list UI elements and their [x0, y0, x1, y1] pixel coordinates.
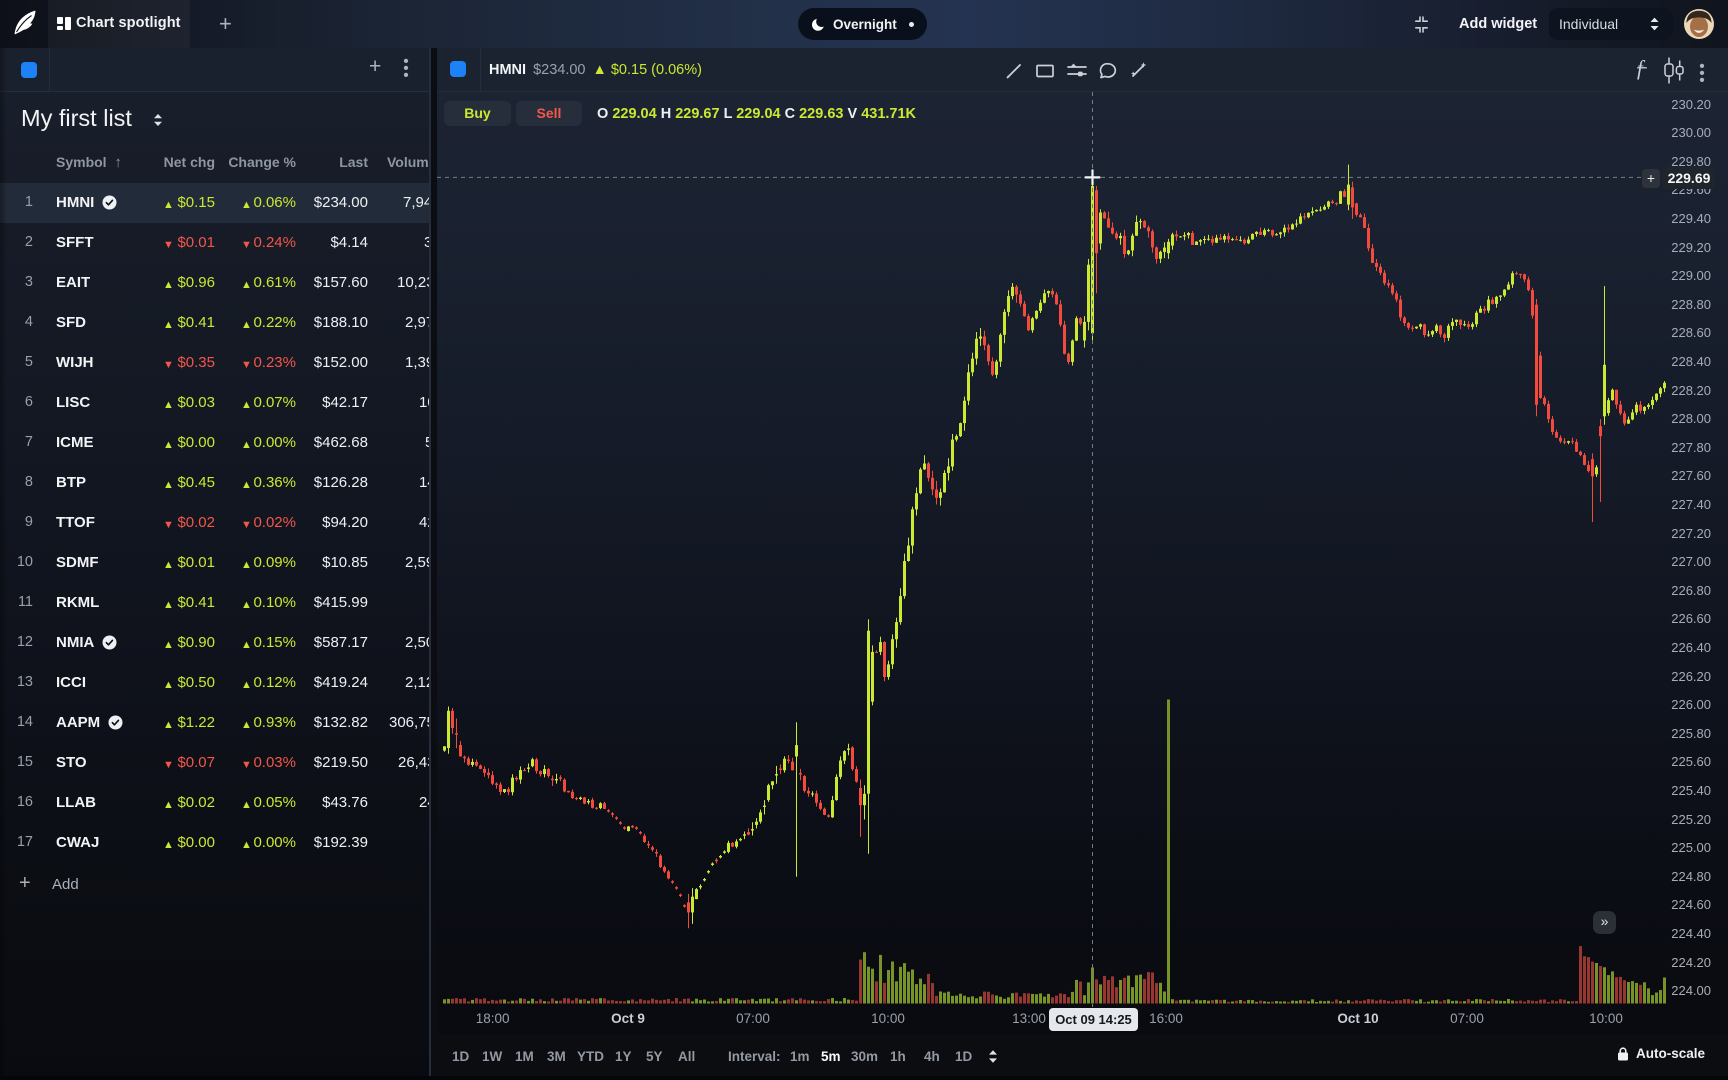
svg-text:f: f: [1637, 57, 1646, 80]
